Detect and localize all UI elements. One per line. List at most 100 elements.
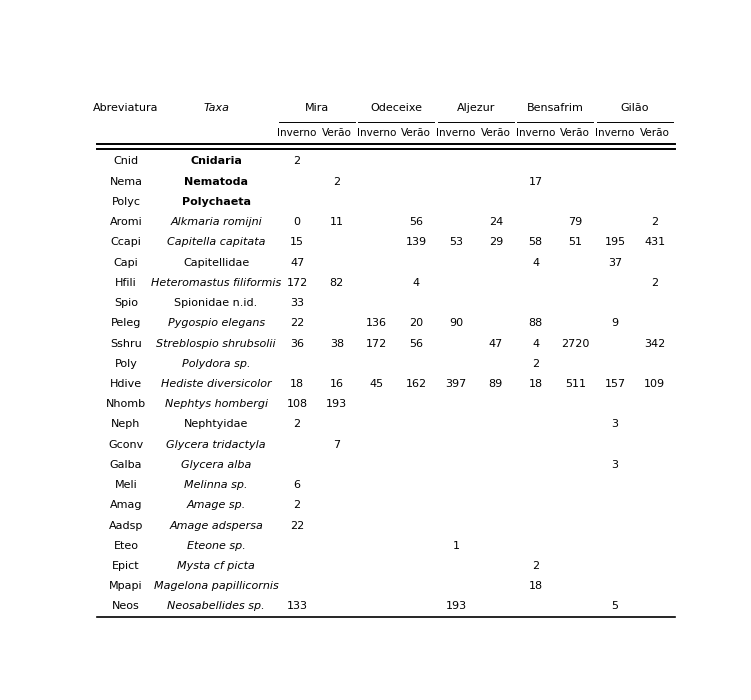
Text: Capi: Capi <box>113 258 138 267</box>
Text: Verão: Verão <box>560 127 590 137</box>
Text: 139: 139 <box>406 237 427 247</box>
Text: 1: 1 <box>453 540 460 551</box>
Text: 511: 511 <box>565 379 586 389</box>
Text: Verão: Verão <box>401 127 431 137</box>
Text: Amag: Amag <box>110 500 142 510</box>
Text: 22: 22 <box>290 521 304 531</box>
Text: 2: 2 <box>294 500 300 510</box>
Text: 2720: 2720 <box>561 339 590 349</box>
Text: 20: 20 <box>409 318 424 328</box>
Text: Capitella capitata: Capitella capitata <box>167 237 265 247</box>
Text: Inverno: Inverno <box>436 127 476 137</box>
Text: 3: 3 <box>611 419 619 429</box>
Text: 16: 16 <box>330 379 344 389</box>
Text: 157: 157 <box>605 379 626 389</box>
Text: Inverno: Inverno <box>516 127 555 137</box>
Text: Pygospio elegans: Pygospio elegans <box>167 318 264 328</box>
Text: 0: 0 <box>294 217 300 228</box>
Text: Melinna sp.: Melinna sp. <box>184 480 248 490</box>
Text: Glycera alba: Glycera alba <box>181 460 252 470</box>
Text: 79: 79 <box>569 217 583 228</box>
Text: Polydora sp.: Polydora sp. <box>182 358 250 369</box>
Text: Amage sp.: Amage sp. <box>186 500 246 510</box>
Text: 47: 47 <box>290 258 304 267</box>
Text: Abreviatura: Abreviatura <box>93 104 158 113</box>
Text: Meli: Meli <box>114 480 137 490</box>
Text: 36: 36 <box>290 339 304 349</box>
Text: 45: 45 <box>369 379 384 389</box>
Text: Mira: Mira <box>305 104 329 113</box>
Text: Nhomb: Nhomb <box>106 399 146 409</box>
Text: Hdive: Hdive <box>110 379 142 389</box>
Text: Inverno: Inverno <box>357 127 397 137</box>
Text: 172: 172 <box>366 339 388 349</box>
Text: Aadsp: Aadsp <box>109 521 143 531</box>
Text: Poly: Poly <box>114 358 137 369</box>
Text: 4: 4 <box>413 278 420 288</box>
Text: Polyc: Polyc <box>111 197 140 207</box>
Text: 90: 90 <box>449 318 463 328</box>
Text: Amage adspersa: Amage adspersa <box>169 521 263 531</box>
Text: Hediste diversicolor: Hediste diversicolor <box>161 379 271 389</box>
Text: 47: 47 <box>489 339 503 349</box>
Text: 2: 2 <box>651 278 659 288</box>
Text: 6: 6 <box>294 480 300 490</box>
Text: Nephtys hombergi: Nephtys hombergi <box>164 399 267 409</box>
Text: Alkmaria romijni: Alkmaria romijni <box>170 217 262 228</box>
Text: Sshru: Sshru <box>110 339 142 349</box>
Text: Ccapi: Ccapi <box>110 237 141 247</box>
Text: Heteromastus filiformis: Heteromastus filiformis <box>151 278 281 288</box>
Text: 82: 82 <box>330 278 344 288</box>
Text: 4: 4 <box>532 339 539 349</box>
Text: Nematoda: Nematoda <box>184 176 248 187</box>
Text: Nephtyidae: Nephtyidae <box>184 419 249 429</box>
Text: 109: 109 <box>644 379 665 389</box>
Text: 2: 2 <box>532 561 539 571</box>
Text: Verão: Verão <box>481 127 511 137</box>
Text: 37: 37 <box>608 258 622 267</box>
Text: 193: 193 <box>326 399 348 409</box>
Text: Bensafrim: Bensafrim <box>527 104 584 113</box>
Text: 162: 162 <box>406 379 427 389</box>
Text: Magelona papillicornis: Magelona papillicornis <box>154 581 279 592</box>
Text: Cnid: Cnid <box>113 157 138 167</box>
Text: Verão: Verão <box>322 127 351 137</box>
Text: Mysta cf picta: Mysta cf picta <box>177 561 255 571</box>
Text: 2: 2 <box>294 419 300 429</box>
Text: 2: 2 <box>532 358 539 369</box>
Text: 431: 431 <box>644 237 665 247</box>
Text: 9: 9 <box>611 318 619 328</box>
Text: Aromi: Aromi <box>110 217 142 228</box>
Text: 58: 58 <box>529 237 543 247</box>
Text: 89: 89 <box>489 379 503 389</box>
Text: 18: 18 <box>529 581 543 592</box>
Text: Peleg: Peleg <box>110 318 141 328</box>
Text: Cnidaria: Cnidaria <box>190 157 242 167</box>
Text: 2: 2 <box>651 217 659 228</box>
Text: 193: 193 <box>445 601 466 611</box>
Text: 108: 108 <box>287 399 308 409</box>
Text: Gconv: Gconv <box>108 440 143 449</box>
Text: 136: 136 <box>366 318 387 328</box>
Text: 5: 5 <box>611 601 619 611</box>
Text: 18: 18 <box>290 379 304 389</box>
Text: 22: 22 <box>290 318 304 328</box>
Text: 133: 133 <box>287 601 308 611</box>
Text: 15: 15 <box>290 237 304 247</box>
Text: 4: 4 <box>532 258 539 267</box>
Text: 172: 172 <box>286 278 308 288</box>
Text: 18: 18 <box>529 379 543 389</box>
Text: Verão: Verão <box>640 127 670 137</box>
Text: Spio: Spio <box>114 298 138 308</box>
Text: Neosabellides sp.: Neosabellides sp. <box>167 601 265 611</box>
Text: Epict: Epict <box>112 561 140 571</box>
Text: Odeceixe: Odeceixe <box>370 104 423 113</box>
Text: 17: 17 <box>529 176 543 187</box>
Text: 56: 56 <box>409 339 424 349</box>
Text: Neph: Neph <box>111 419 140 429</box>
Text: 342: 342 <box>644 339 665 349</box>
Text: 38: 38 <box>330 339 344 349</box>
Text: Eteone sp.: Eteone sp. <box>187 540 246 551</box>
Text: Spionidae n.id.: Spionidae n.id. <box>174 298 258 308</box>
Text: Polychaeta: Polychaeta <box>182 197 251 207</box>
